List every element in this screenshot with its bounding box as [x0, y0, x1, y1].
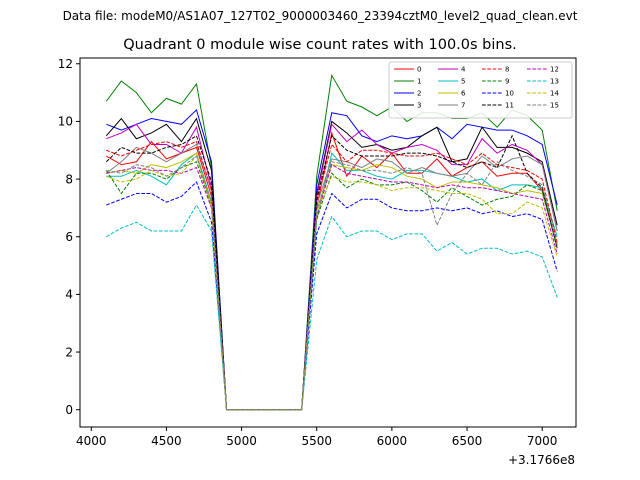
- series-line-7: [105, 143, 558, 411]
- legend-label-7: 7: [461, 102, 465, 110]
- series-line-10: [106, 181, 558, 411]
- series-line-13: [106, 204, 558, 411]
- series-line-8: [106, 140, 558, 411]
- legend-label-12: 12: [550, 66, 559, 74]
- legend-label-9: 9: [505, 78, 509, 86]
- x-tick-label: 7000: [527, 434, 558, 448]
- y-tick-label: 4: [65, 288, 73, 302]
- series-line-15: [106, 155, 558, 411]
- x-tick-label: 5000: [226, 434, 257, 448]
- legend-box: [388, 61, 573, 119]
- legend-label-10: 10: [505, 90, 514, 98]
- figure-suptitle: Data file: modeM0/AS1A07_127T02_90000034…: [63, 9, 578, 23]
- series-line-11: [105, 134, 558, 411]
- y-tick-label: 8: [65, 172, 73, 186]
- legend-label-1: 1: [417, 78, 421, 86]
- y-tick-label: 6: [65, 230, 73, 244]
- legend-label-15: 15: [550, 102, 559, 110]
- x-tick-label: 6500: [452, 434, 483, 448]
- legend-label-2: 2: [417, 90, 421, 98]
- legend-label-8: 8: [505, 66, 509, 74]
- legend-label-5: 5: [461, 78, 465, 86]
- x-tick-label: 5500: [301, 434, 332, 448]
- axes-frame: [79, 57, 577, 428]
- x-axis-offset-label: +3.1766e8: [508, 453, 575, 467]
- chart-title: Quadrant 0 module wise count rates with …: [123, 37, 517, 53]
- series-line-5: [106, 152, 558, 411]
- series-line-14: [106, 155, 558, 411]
- x-tick-label: 4000: [76, 434, 107, 448]
- legend-label-3: 3: [417, 102, 421, 110]
- legend-label-14: 14: [550, 90, 559, 98]
- legend-label-6: 6: [461, 90, 466, 98]
- plot-lines: [105, 73, 558, 411]
- series-line-3: [105, 117, 558, 411]
- y-tick-label: 0: [65, 403, 73, 417]
- legend-label-4: 4: [461, 66, 466, 74]
- y-tick-label: 10: [58, 115, 73, 129]
- y-axis-ticks: 0 2 4 6 8 10 12: [58, 57, 80, 417]
- x-tick-label: 6000: [377, 434, 408, 448]
- y-tick-label: 2: [65, 345, 73, 359]
- y-tick-label: 12: [58, 57, 73, 71]
- legend-label-11: 11: [505, 102, 514, 110]
- x-tick-label: 4500: [151, 434, 182, 448]
- legend-label-0: 0: [417, 66, 421, 74]
- legend-label-13: 13: [550, 78, 559, 86]
- x-axis-ticks: 4000 4500 5000 5500 6000 6500 7000: [76, 427, 557, 448]
